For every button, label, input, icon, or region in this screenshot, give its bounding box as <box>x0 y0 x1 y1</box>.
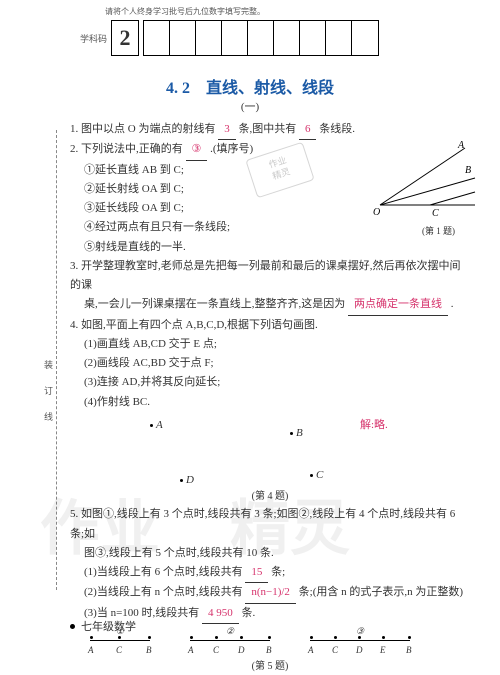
footer: 七年级数学 <box>70 618 136 634</box>
q4-point-a: A <box>150 416 163 435</box>
q3-text-a: 3. 开学整理教室时,老师总是先把每一列最前和最后的课桌摆好,然后再依次摆中间的… <box>70 260 461 291</box>
code-label: 学科码 <box>80 32 107 45</box>
code-cell[interactable] <box>222 21 248 55</box>
code-cell[interactable] <box>352 21 378 55</box>
q5-3-answer: 4 950 <box>202 604 239 624</box>
q5-text-b: 图③,线段上有 5 个点时,线段共有 10 条. <box>70 544 470 563</box>
q5-2-answer: n(n−1)/2 <box>245 583 296 603</box>
q1-text-a: 1. 图中以点 O 为端点的射线有 <box>70 123 215 135</box>
code-cell[interactable] <box>300 21 326 55</box>
binding-line <box>56 130 57 590</box>
q2-opt3: ③延长线段 OA 到 C; <box>70 199 470 218</box>
q4-caption: (第 4 题) <box>70 488 470 506</box>
code-cell[interactable] <box>248 21 274 55</box>
q2-text-b: .(填序号) <box>210 143 253 155</box>
section-title: 4. 2 直线、射线、线段 <box>0 74 500 98</box>
pt-c2: C <box>213 643 219 659</box>
binding-label: 装 订 线 <box>42 360 55 425</box>
fig-label-2: ② <box>226 624 234 640</box>
code-cell[interactable] <box>196 21 222 55</box>
q1-text-c: 条线段. <box>319 123 355 135</box>
pt-d2: D <box>238 643 245 659</box>
q4-sub1: (1)画直线 AB,CD 交于 E 点; <box>70 335 470 354</box>
pt-c3: C <box>332 643 338 659</box>
q3-answer: 两点确定一条直线 <box>348 295 448 315</box>
q5-2b: 条;(用含 n 的式子表示,n 为正整数) <box>299 586 463 598</box>
pt-d3: D <box>356 643 363 659</box>
q3-text-c: . <box>451 298 454 310</box>
fig-label-3: ③ <box>356 624 364 640</box>
pt-b3: B <box>406 643 412 659</box>
q4-figure: A B C D 解:略. <box>110 416 410 486</box>
pt-b: B <box>146 643 152 659</box>
code-cell[interactable] <box>144 21 170 55</box>
pt-a: A <box>88 643 94 659</box>
q5-1a: (1)当线段上有 6 个点时,线段共有 <box>84 566 243 578</box>
q3-line2: 桌,一会儿一列课桌摆在一条直线上,整整齐齐,这是因为 两点确定一条直线 . <box>70 295 470 315</box>
q4-stem: 4. 如图,平面上有四个点 A,B,C,D,根据下列语句画图. <box>70 316 470 335</box>
q2-answer: ③ <box>186 140 208 160</box>
q1-answer-1: 3 <box>218 120 236 140</box>
top-hint: 请将个人终身学习批号后九位数字填写完整。 <box>105 6 265 17</box>
footer-dot-icon <box>70 624 75 629</box>
code-cell[interactable] <box>326 21 352 55</box>
q2: 2. 下列说法中,正确的有 ③ .(填序号) <box>70 140 470 160</box>
q5-3a: (3)当 n=100 时,线段共有 <box>84 607 199 619</box>
q4-point-c: C <box>310 466 323 485</box>
footer-text: 七年级数学 <box>81 618 136 634</box>
q2-opt5: ⑤射线是直线的一半. <box>70 238 470 257</box>
q5-figure: A C B ① A C D B ② A C D E B ③ <box>90 630 430 656</box>
q2-opt4: ④经过两点有且只有一条线段; <box>70 218 470 237</box>
code-value-box: 2 <box>111 20 139 56</box>
q5-sub2: (2)当线段上有 n 个点时,线段共有 n(n−1)/2 条;(用含 n 的式子… <box>70 583 470 603</box>
q4-point-b: B <box>290 424 303 443</box>
section-subtitle: (一) <box>0 98 500 114</box>
pt-c: C <box>116 643 122 659</box>
q1-text-b: 条,图中共有 <box>238 123 296 135</box>
q1: 1. 图中以点 O 为端点的射线有 3 条,图中共有 6 条线段. <box>70 120 470 140</box>
q5-2a: (2)当线段上有 n 个点时,线段共有 <box>84 586 243 598</box>
q5-3b: 条. <box>242 607 256 619</box>
pt-a3: A <box>308 643 314 659</box>
q5-sub1: (1)当线段上有 6 个点时,线段共有 15 条; <box>70 563 470 583</box>
q5-caption: (第 5 题) <box>70 658 470 675</box>
pt-b2: B <box>266 643 272 659</box>
q5-1-answer: 15 <box>245 563 268 583</box>
pt-a2: A <box>188 643 194 659</box>
q5-text-a: 5. 如图①,线段上有 3 个点时,线段共有 3 条;如图②,线段上有 4 个点… <box>70 508 455 539</box>
content-area: 1. 图中以点 O 为端点的射线有 3 条,图中共有 6 条线段. 2. 下列说… <box>70 120 470 675</box>
code-cell[interactable] <box>170 21 196 55</box>
q4-sub2: (2)画线段 AC,BD 交于点 F; <box>70 354 470 373</box>
q5-1b: 条; <box>271 566 285 578</box>
code-row: 学科码 2 <box>80 20 379 56</box>
code-cells <box>143 20 379 56</box>
pt-e3: E <box>380 643 386 659</box>
q4-point-d: D <box>180 471 194 490</box>
q4-sub4: (4)作射线 BC. <box>70 393 470 412</box>
code-cell[interactable] <box>274 21 300 55</box>
q2-opt1: ①延长直线 AB 到 C; <box>70 161 470 180</box>
q3-text-b: 桌,一会儿一列课桌摆在一条直线上,整整齐齐,这是因为 <box>84 298 345 310</box>
q2-opt2: ②延长射线 OA 到 C; <box>70 180 470 199</box>
q5: 5. 如图①,线段上有 3 个点时,线段共有 3 条;如图②,线段上有 4 个点… <box>70 505 470 544</box>
q1-answer-2: 6 <box>299 120 317 140</box>
q2-text-a: 2. 下列说法中,正确的有 <box>70 143 183 155</box>
q4-sub3: (3)连接 AD,并将其反向延长; <box>70 373 470 392</box>
q3: 3. 开学整理教室时,老师总是先把每一列最前和最后的课桌摆好,然后再依次摆中间的… <box>70 257 470 296</box>
q4-solution: 解:略. <box>360 416 388 435</box>
